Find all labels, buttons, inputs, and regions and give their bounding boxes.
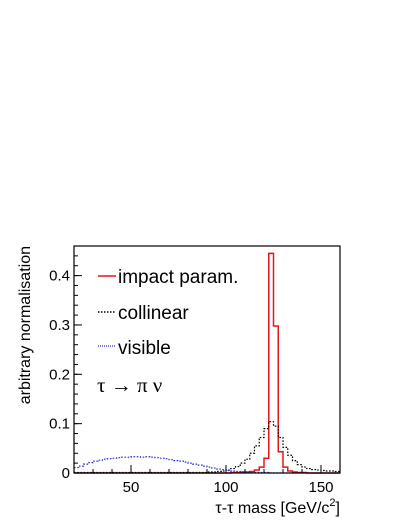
- decay-annotation: τ → π ν: [97, 373, 162, 397]
- x-axis-title-main: τ-τ mass [GeV/c: [215, 500, 329, 517]
- x-tick-label: 50: [123, 479, 140, 496]
- legend-label-impact-param: impact param.: [118, 267, 238, 288]
- x-axis-title-sup: 2: [329, 497, 335, 509]
- y-tick-label: 0.4: [49, 268, 70, 285]
- legend-label-visible: visible: [118, 338, 171, 359]
- y-tick-label: 0: [62, 465, 70, 482]
- x-axis-title-end: ]: [336, 500, 340, 517]
- y-tick-label: 0.1: [49, 416, 70, 433]
- axes-layer: 0 0.1 0.2 0.3 0.4 50 100 150: [49, 245, 341, 496]
- x-tick-label: 150: [308, 479, 333, 496]
- legend: impact param. collinear visible: [98, 267, 238, 359]
- legend-label-collinear: collinear: [118, 303, 189, 324]
- y-tick-label: 0.2: [49, 366, 70, 383]
- x-tick-label: 100: [213, 479, 238, 496]
- y-axis-title: arbitrary normalisation: [17, 246, 34, 404]
- y-tick-label: 0.3: [49, 317, 70, 334]
- x-axis-title: τ-τ mass [GeV/c2]: [215, 497, 340, 517]
